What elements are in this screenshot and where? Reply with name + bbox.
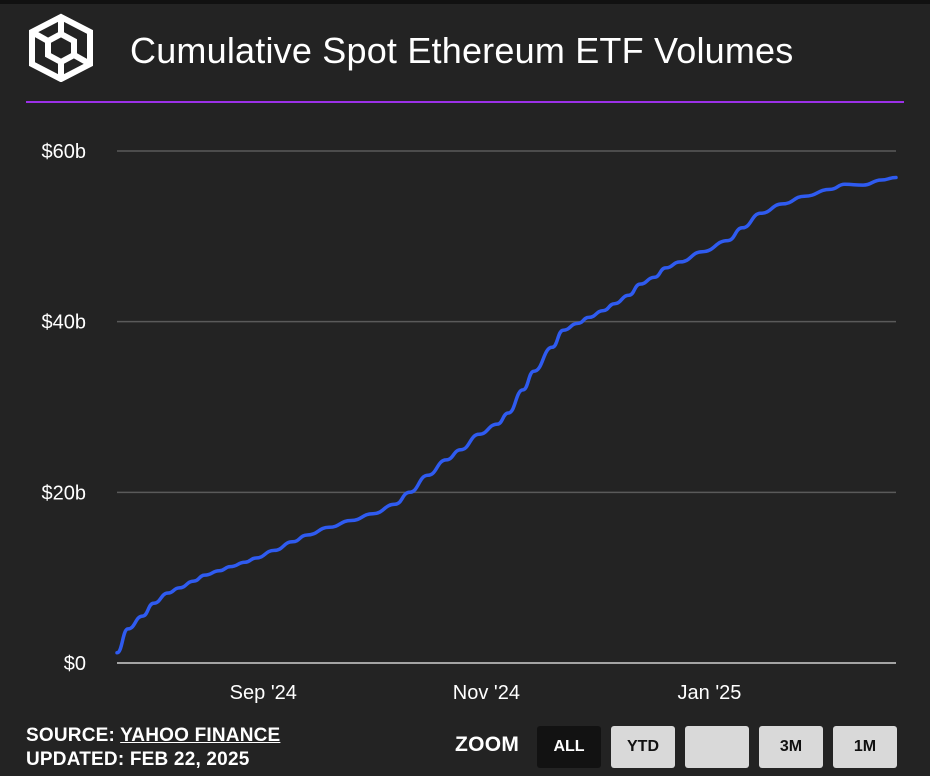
zoom-all-button[interactable]: ALL (537, 726, 601, 768)
source-link[interactable]: YAHOO FINANCE (120, 725, 281, 746)
zoom-blank-button[interactable] (685, 726, 749, 768)
top-edge (0, 0, 930, 4)
x-tick-label: Sep '24 (230, 682, 297, 704)
zoom-1m-button[interactable]: 1M (833, 726, 897, 768)
updated-line: UPDATED: FEB 22, 2025 (26, 748, 280, 772)
updated-prefix: UPDATED: (26, 749, 125, 770)
x-tick-label: Nov '24 (453, 682, 520, 704)
updated-date: FEB 22, 2025 (129, 749, 250, 770)
line-chart: $0 $20b $40b $60b Sep '24 Nov '24 Jan '25 (42, 141, 898, 704)
title-divider (26, 101, 904, 103)
source-info: SOURCE: YAHOO FINANCE UPDATED: FEB 22, 2… (26, 724, 280, 772)
series-line (115, 175, 898, 655)
x-tick-label: Jan '25 (678, 682, 742, 704)
page-title: Cumulative Spot Ethereum ETF Volumes (130, 30, 794, 71)
zoom-3m-button[interactable]: 3M (759, 726, 823, 768)
y-tick-label: $40b (42, 312, 87, 334)
y-tick-label: $0 (64, 653, 86, 675)
y-tick-label: $20b (42, 482, 87, 504)
the-block-cube-icon (29, 13, 93, 82)
source-line: SOURCE: YAHOO FINANCE (26, 724, 280, 748)
y-tick-label: $60b (42, 141, 87, 163)
header: Cumulative Spot Ethereum ETF Volumes (0, 4, 930, 100)
source-prefix: SOURCE: (26, 725, 116, 746)
zoom-ytd-button[interactable]: YTD (611, 726, 675, 768)
zoom-label: ZOOM (455, 733, 520, 756)
